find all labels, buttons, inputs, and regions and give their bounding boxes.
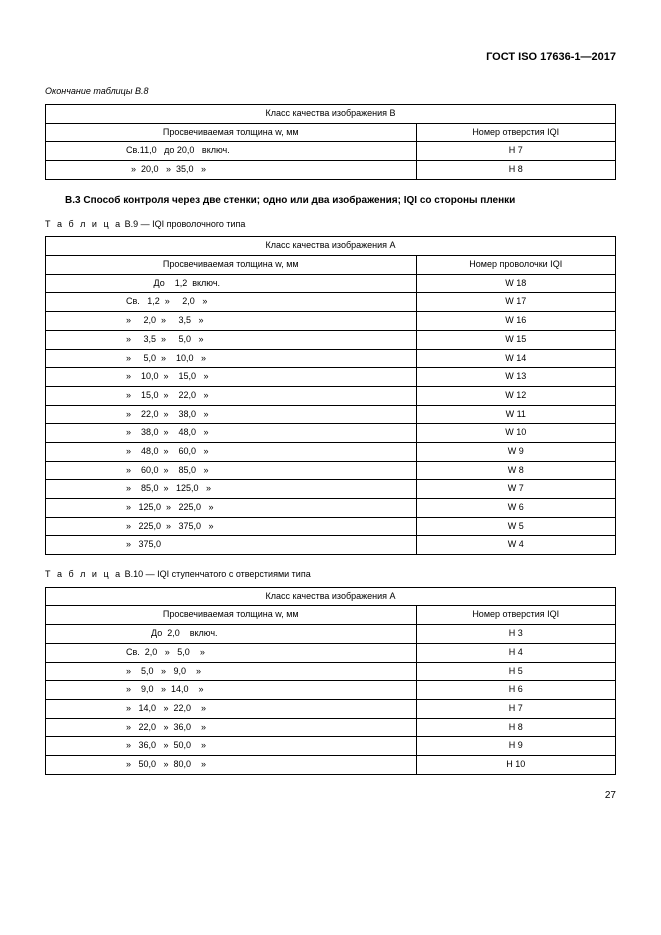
table-b9: Класс качества изображения А Просвечивае… <box>45 236 616 555</box>
table-row-range: » 22,0 » 36,0 » <box>46 718 417 737</box>
table-row-range: » 85,0 » 125,0 » <box>46 480 417 499</box>
table-row-value: W 5 <box>416 517 616 536</box>
table-row-value: W 10 <box>416 424 616 443</box>
table-row-value: H 10 <box>416 755 616 774</box>
table-row-range: » 38,0 » 48,0 » <box>46 424 417 443</box>
table-row-range: » 36,0 » 50,0 » <box>46 737 417 756</box>
t9-col1: Просвечиваемая толщина w, мм <box>46 256 417 275</box>
table-row-value: W 16 <box>416 312 616 331</box>
table-row-value: W 11 <box>416 405 616 424</box>
table-row-range: До 1,2 включ. <box>46 274 417 293</box>
table-row-value: H 7 <box>416 699 616 718</box>
table-row-range: » 15,0 » 22,0 » <box>46 386 417 405</box>
table-row-range: » 125,0 » 225,0 » <box>46 499 417 518</box>
table-row-value: H 7 <box>416 142 616 161</box>
table-row-range: » 5,0 » 10,0 » <box>46 349 417 368</box>
table-row-range: » 5,0 » 9,0 » <box>46 662 417 681</box>
table-row-range: » 2,0 » 3,5 » <box>46 312 417 331</box>
t9-class-header: Класс качества изображения А <box>46 237 616 256</box>
table-row-range: » 20,0 » 35,0 » <box>46 161 417 180</box>
t10-class-header: Класс качества изображения А <box>46 587 616 606</box>
table-b8: Класс качества изображения В Просвечивае… <box>45 104 616 180</box>
table-row-range: Св.11,0 до 20,0 включ. <box>46 142 417 161</box>
table-row-value: W 8 <box>416 461 616 480</box>
t10-label-a: Т а б л и ц а <box>45 569 122 579</box>
table-row-value: W 6 <box>416 499 616 518</box>
table-row-range: » 60,0 » 85,0 » <box>46 461 417 480</box>
table-b10-label: Т а б л и ц а В.10 — IQI ступенчатого с … <box>45 569 616 581</box>
section-text: Способ контроля через две стенки; одно и… <box>83 195 515 206</box>
t9-label-a: Т а б л и ц а <box>45 219 122 229</box>
table-b9-label: Т а б л и ц а В.9 — IQI проволочного тип… <box>45 219 616 231</box>
table-row-range: » 3,5 » 5,0 » <box>46 330 417 349</box>
table-row-value: W 17 <box>416 293 616 312</box>
table-row-range: » 9,0 » 14,0 » <box>46 681 417 700</box>
table-continuation-label: Окончание таблицы В.8 <box>45 86 616 98</box>
t8-col1: Просвечиваемая толщина w, мм <box>46 123 417 142</box>
section-title: В.3 Способ контроля через две стенки; од… <box>65 194 616 207</box>
table-row-value: H 4 <box>416 643 616 662</box>
section-num: В.3 <box>65 195 81 206</box>
t8-class-header: Класс качества изображения В <box>46 104 616 123</box>
table-row-value: W 12 <box>416 386 616 405</box>
table-row-range: » 50,0 » 80,0 » <box>46 755 417 774</box>
table-row-value: H 8 <box>416 161 616 180</box>
table-row-value: H 6 <box>416 681 616 700</box>
table-row-value: W 9 <box>416 442 616 461</box>
table-row-range: » 14,0 » 22,0 » <box>46 699 417 718</box>
table-row-value: W 14 <box>416 349 616 368</box>
t8-col2: Номер отверстия IQI <box>416 123 616 142</box>
table-row-range: » 10,0 » 15,0 » <box>46 368 417 387</box>
t10-col1: Просвечиваемая толщина w, мм <box>46 606 417 625</box>
table-row-value: W 18 <box>416 274 616 293</box>
t9-label-b: В.9 — IQI проволочного типа <box>122 219 245 229</box>
table-row-range: » 22,0 » 38,0 » <box>46 405 417 424</box>
table-row-range: » 375,0 <box>46 536 417 555</box>
table-row-value: W 13 <box>416 368 616 387</box>
table-row-value: H 9 <box>416 737 616 756</box>
table-row-value: H 8 <box>416 718 616 737</box>
table-row-value: W 15 <box>416 330 616 349</box>
table-row-value: H 3 <box>416 625 616 644</box>
t10-label-b: В.10 — IQI ступенчатого с отверстиями ти… <box>122 569 311 579</box>
table-row-range: » 48,0 » 60,0 » <box>46 442 417 461</box>
table-row-value: W 4 <box>416 536 616 555</box>
page-number: 27 <box>45 789 616 802</box>
t10-col2: Номер отверстия IQI <box>416 606 616 625</box>
table-row-range: Св. 2,0 » 5,0 » <box>46 643 417 662</box>
t9-col2: Номер проволочки IQI <box>416 256 616 275</box>
table-row-value: W 7 <box>416 480 616 499</box>
table-row-range: » 225,0 » 375,0 » <box>46 517 417 536</box>
table-row-range: До 2,0 включ. <box>46 625 417 644</box>
table-row-range: Св. 1,2 » 2,0 » <box>46 293 417 312</box>
table-b10: Класс качества изображения А Просвечивае… <box>45 587 616 775</box>
table-row-value: H 5 <box>416 662 616 681</box>
document-header: ГОСТ ISO 17636-1—2017 <box>45 50 616 64</box>
